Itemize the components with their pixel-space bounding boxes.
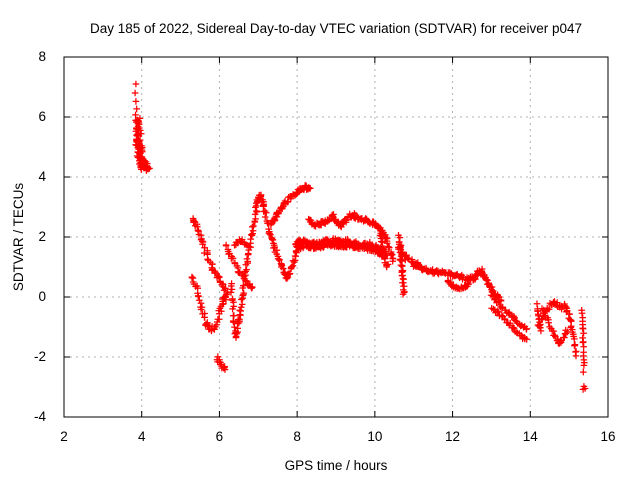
y-tick-label: 0 xyxy=(38,289,46,304)
scatter-track-strip-13a xyxy=(487,292,530,333)
scatter-track-dots-154-low xyxy=(579,383,589,393)
scatter-track-blob-6-low xyxy=(213,353,229,373)
scatter-track-arc-d-rise-peak-dip xyxy=(227,191,304,341)
x-tick-label: 8 xyxy=(293,429,301,444)
scatter-track-strip-13b xyxy=(488,305,530,343)
scatter-track-arc-a-top xyxy=(131,80,141,124)
scatter-track-arc-c-vee xyxy=(188,273,230,335)
y-tick-label: 8 xyxy=(38,49,46,64)
x-tick-label: 12 xyxy=(445,429,461,444)
scatter-track-zig-145b xyxy=(538,305,571,347)
scatter-track-band-lower-2 xyxy=(293,240,389,262)
data-points xyxy=(131,80,589,393)
axis-tick-marks xyxy=(64,57,608,417)
scatter-track-hook-15 xyxy=(559,300,580,360)
scatter-track-arc-a-tail xyxy=(141,157,153,173)
scatter-track-arc-e-rise-83 xyxy=(267,182,314,229)
plot-border xyxy=(63,56,609,418)
x-tick-label: 6 xyxy=(215,429,224,444)
scatter-track-seg-66 xyxy=(231,236,251,249)
x-tick-label: 10 xyxy=(367,429,383,444)
y-tick-label: 2 xyxy=(38,229,46,244)
scatter-track-band-right xyxy=(410,261,505,305)
y-tick-label: 6 xyxy=(38,109,46,124)
y-tick-label: -2 xyxy=(33,349,46,364)
scatter-track-spike-107 xyxy=(395,232,408,298)
x-axis-label: GPS time / hours xyxy=(284,458,388,473)
scatter-track-column-154 xyxy=(578,307,588,376)
scatter-track-cross-65 xyxy=(222,241,256,292)
x-tick-label: 2 xyxy=(60,429,68,444)
scatter-track-loop-12 xyxy=(444,277,472,293)
y-tick-label: 4 xyxy=(38,169,46,184)
y-tick-label: -4 xyxy=(33,409,46,424)
scatter-track-fall-103 xyxy=(375,223,392,271)
x-tick-label: 16 xyxy=(600,429,616,444)
x-tick-label: 4 xyxy=(137,429,146,444)
scatter-track-arc-b-descend xyxy=(189,215,231,298)
chart-title: Day 185 of 2022, Sidereal Day-to-day VTE… xyxy=(90,21,582,36)
x-tick-label: 14 xyxy=(522,429,538,444)
